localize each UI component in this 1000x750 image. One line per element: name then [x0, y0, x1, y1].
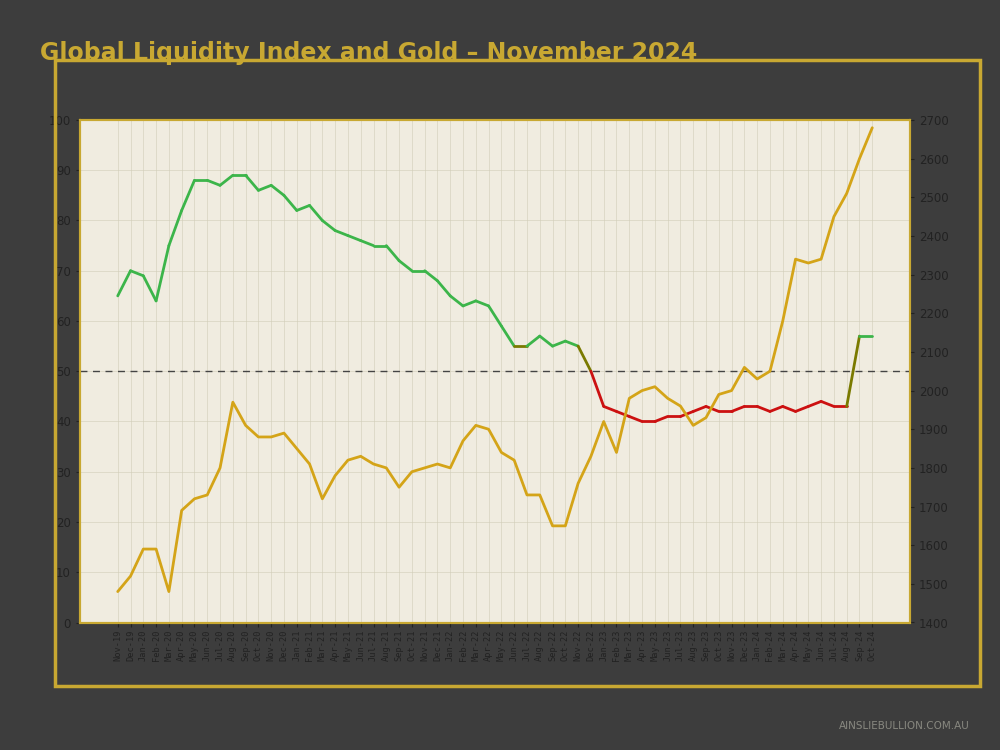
Text: AINSLIEBULLION.COM.AU: AINSLIEBULLION.COM.AU [839, 722, 970, 731]
Text: Global Liquidity Index and Gold – November 2024: Global Liquidity Index and Gold – Novemb… [40, 41, 697, 65]
